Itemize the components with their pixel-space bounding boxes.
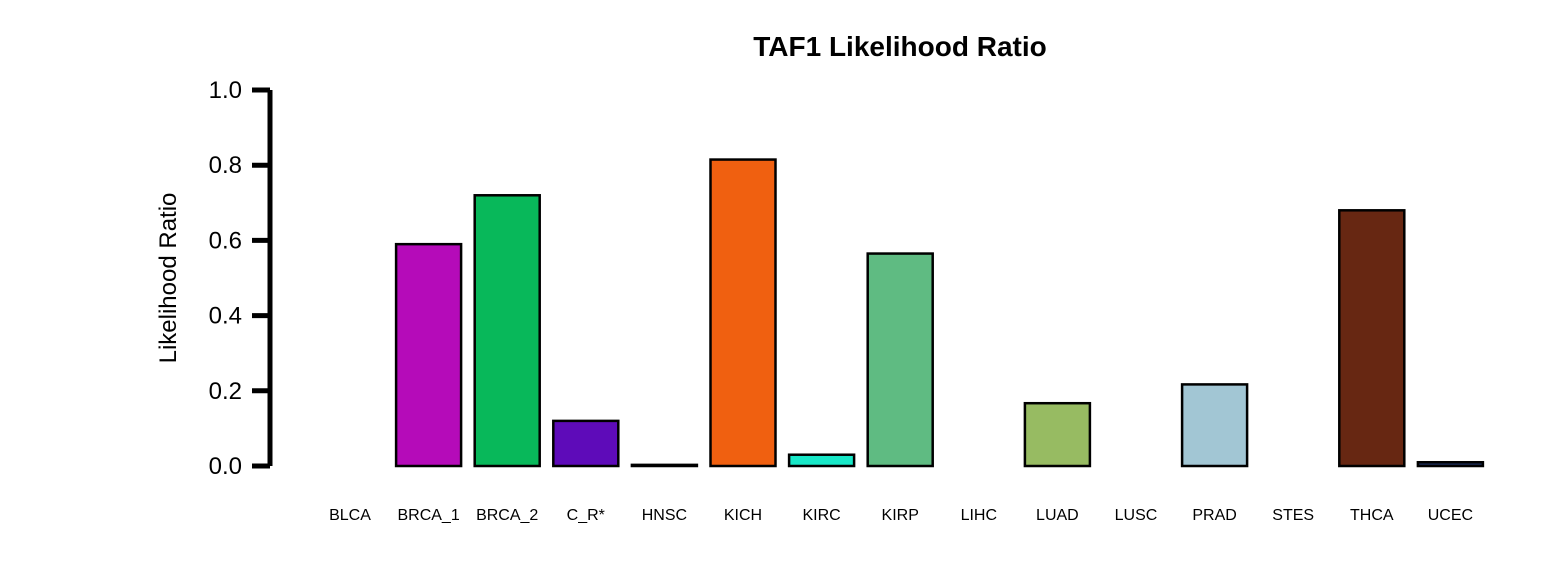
bar-prad <box>1180 383 1249 468</box>
x-tick-label: LUSC <box>1115 507 1158 524</box>
y-tick-label: 0.4 <box>209 303 242 330</box>
y-axis-ticks: 0.0 0.2 0.4 0.6 0.8 1.0 <box>209 77 270 480</box>
bar-thca <box>1338 209 1406 468</box>
chart-title: TAF1 Likelihood Ratio <box>753 31 1046 62</box>
x-tick-label: BRCA_1 <box>397 507 459 524</box>
x-tick-label: KIRC <box>802 507 840 524</box>
bar-ucec <box>1416 460 1485 468</box>
x-tick-label: LUAD <box>1036 507 1079 524</box>
x-tick-label: PRAD <box>1192 507 1236 524</box>
x-tick-label: HNSC <box>642 507 687 524</box>
y-tick-label: 1.0 <box>209 77 242 104</box>
x-tick-label: C_R* <box>567 507 605 524</box>
bar-kich <box>709 158 777 468</box>
y-tick-label: 0.2 <box>209 378 242 405</box>
y-axis-label: Likelihood Ratio <box>155 193 182 364</box>
y-tick-label: 0.0 <box>209 453 242 480</box>
bar-c-r <box>552 419 620 468</box>
bar-luad <box>1023 401 1092 468</box>
bars <box>394 158 1485 468</box>
bar-brca-2 <box>473 194 541 468</box>
x-tick-label: KICH <box>724 507 762 524</box>
x-tick-label: LIHC <box>961 507 997 524</box>
x-tick-label: KIRP <box>882 507 919 524</box>
bar-hnsc <box>630 463 699 468</box>
bar-kirp <box>866 252 934 468</box>
x-tick-label: BLCA <box>329 507 371 524</box>
x-tick-label: BRCA_2 <box>476 507 538 524</box>
bar-kirc <box>787 453 856 468</box>
bar-brca-1 <box>394 242 463 468</box>
x-axis-tick-labels: BLCA BRCA_1 BRCA_2 C_R* HNSC KICH KIRC KIRP LIHC… <box>329 507 1473 524</box>
x-tick-label: THCA <box>1350 507 1394 524</box>
y-tick-label: 0.8 <box>209 152 242 179</box>
x-tick-label: UCEC <box>1428 507 1473 524</box>
y-tick-label: 0.6 <box>209 227 242 254</box>
x-tick-label: STES <box>1272 507 1314 524</box>
